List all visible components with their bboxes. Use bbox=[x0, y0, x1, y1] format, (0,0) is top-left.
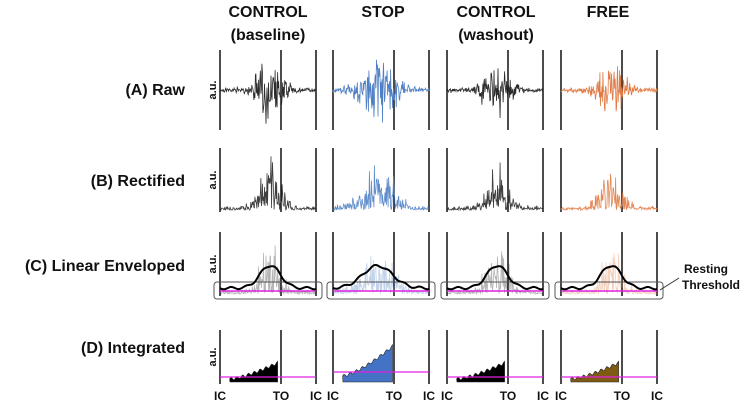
x-tick-to: TO bbox=[386, 389, 402, 403]
integrated-emg-area bbox=[570, 360, 619, 383]
raw-emg-trace bbox=[332, 59, 430, 123]
panel-raw-3 bbox=[446, 50, 544, 130]
x-tick-ic-end: IC bbox=[651, 389, 663, 403]
integrated-emg-area bbox=[456, 360, 505, 383]
column-headers: CONTROL (baseline) STOP CONTROL (washout) FRE… bbox=[228, 4, 629, 44]
threshold-box bbox=[213, 281, 323, 300]
annotation-line-1: Resting bbox=[684, 262, 728, 276]
column-subheader-1: (baseline) bbox=[231, 27, 306, 44]
column-subheader-3: (washout) bbox=[458, 27, 534, 44]
panel-rectified-2 bbox=[332, 148, 430, 212]
linear-envelope-curve bbox=[332, 264, 430, 291]
rectified-emg-trace bbox=[560, 173, 658, 212]
rectified-emg-trace bbox=[446, 162, 544, 212]
panel-rectified-1: a.u. bbox=[207, 148, 317, 212]
rectified-emg-trace bbox=[219, 156, 317, 211]
y-axis-label: a.u. bbox=[207, 348, 219, 367]
y-axis-label: a.u. bbox=[207, 255, 219, 274]
column-header-3: CONTROL bbox=[456, 4, 535, 21]
column-header-4: FREE bbox=[587, 4, 630, 21]
x-tick-to: TO bbox=[614, 389, 630, 403]
column-header-1: CONTROL bbox=[228, 4, 307, 21]
annotation-leader-line bbox=[659, 277, 680, 291]
linear-envelope-curve bbox=[560, 265, 658, 291]
annotation-line-2: Threshold bbox=[682, 278, 740, 292]
x-tick-ic-start: IC bbox=[327, 389, 339, 403]
rectified-emg-trace bbox=[332, 165, 430, 211]
x-tick-ic-start: IC bbox=[555, 389, 567, 403]
integrated-emg-area bbox=[342, 343, 393, 383]
linear-envelope-curve bbox=[446, 265, 544, 291]
panel-integrated-3 bbox=[446, 330, 544, 384]
x-tick-ic-start: IC bbox=[214, 389, 226, 403]
panel-integrated-4 bbox=[560, 330, 658, 384]
panel-raw-1: a.u. bbox=[207, 50, 317, 130]
x-axis-labels: IC TO IC IC TO IC IC TO IC IC TO IC bbox=[214, 389, 663, 403]
row-label-rectified: (B) Rectified bbox=[91, 173, 185, 190]
panel-integrated-2 bbox=[332, 330, 430, 384]
x-tick-ic-end: IC bbox=[310, 389, 322, 403]
panel-integrated-1: a.u. bbox=[207, 330, 317, 384]
panel-envelope-1: a.u. bbox=[207, 232, 323, 300]
raw-emg-trace bbox=[446, 68, 544, 119]
panel-rectified-3 bbox=[446, 148, 544, 212]
integrated-emg-area bbox=[229, 360, 278, 383]
y-axis-label: a.u. bbox=[207, 81, 219, 100]
row-headers: (A) Raw (B) Rectified (C) Linear Enveloped… bbox=[25, 82, 186, 357]
y-axis-label: a.u. bbox=[207, 171, 219, 190]
raw-emg-trace bbox=[219, 63, 317, 124]
panel-envelope-3 bbox=[440, 232, 550, 300]
rectified-emg-trace bbox=[219, 245, 317, 296]
panel-rectified-4 bbox=[560, 148, 658, 212]
row-label-raw: (A) Raw bbox=[125, 82, 185, 99]
threshold-box bbox=[440, 281, 550, 300]
threshold-box bbox=[554, 281, 664, 300]
x-tick-to: TO bbox=[500, 389, 516, 403]
linear-envelope-curve bbox=[219, 265, 317, 291]
row-label-integrated: (D) Integrated bbox=[81, 340, 185, 357]
panels: a.u. a.u. a.u. a.u. bbox=[207, 50, 664, 384]
column-header-2: STOP bbox=[361, 4, 405, 21]
resting-threshold-annotation: Resting Threshold bbox=[659, 262, 740, 292]
x-tick-ic-end: IC bbox=[537, 389, 549, 403]
x-tick-ic-start: IC bbox=[441, 389, 453, 403]
panel-envelope-2 bbox=[326, 232, 436, 300]
raw-emg-trace bbox=[560, 66, 658, 112]
x-tick-to: TO bbox=[273, 389, 289, 403]
threshold-box bbox=[326, 281, 436, 300]
panel-raw-2 bbox=[332, 50, 430, 130]
row-label-envelope: (C) Linear Enveloped bbox=[25, 258, 185, 275]
panel-raw-4 bbox=[560, 50, 658, 130]
x-tick-ic-end: IC bbox=[423, 389, 435, 403]
panel-envelope-4 bbox=[554, 232, 664, 300]
